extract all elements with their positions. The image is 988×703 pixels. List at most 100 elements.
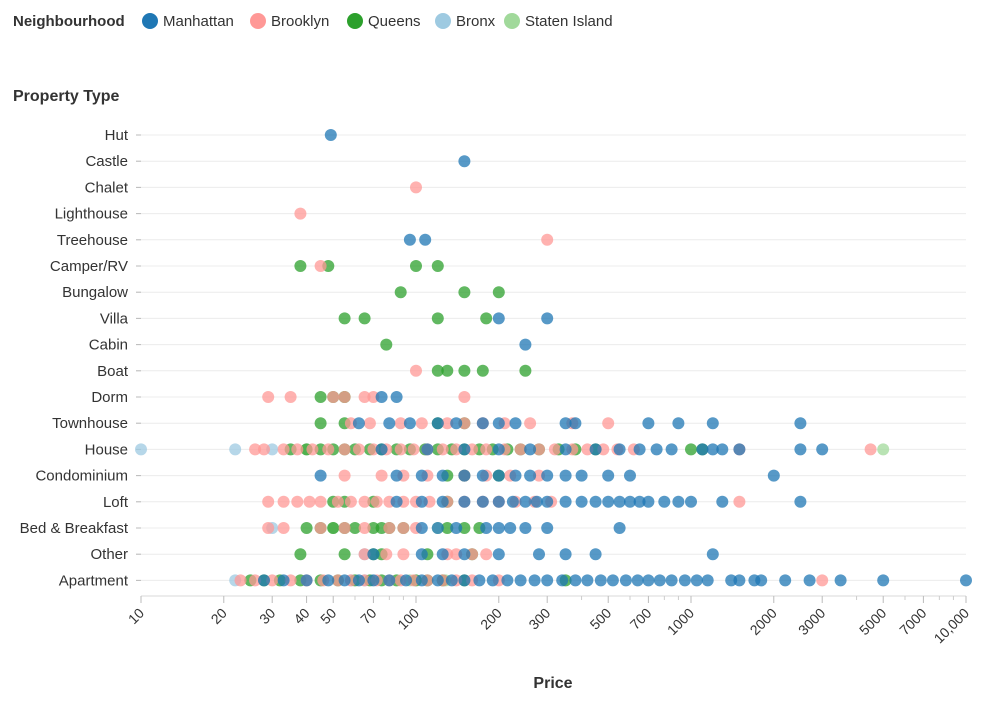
data-point: [706, 443, 719, 456]
data-point: [338, 391, 351, 403]
data-point: [300, 522, 313, 534]
data-point: [367, 548, 380, 561]
data-point: [431, 312, 444, 325]
y-tick-label: House: [85, 441, 128, 458]
data-point: [733, 574, 746, 587]
x-tick-label: 200: [477, 605, 505, 633]
data-point: [794, 495, 807, 508]
data-point: [327, 391, 340, 403]
data-point: [338, 469, 351, 482]
data-point: [431, 522, 444, 534]
data-point: [458, 522, 471, 534]
data-point: [816, 574, 829, 587]
y-tick-label: Condominium: [35, 468, 128, 485]
data-point: [324, 129, 337, 141]
data-point: [421, 443, 434, 456]
data-point: [642, 495, 655, 508]
data-point: [415, 495, 428, 508]
data-point: [291, 495, 304, 508]
y-tick-label: Castle: [85, 153, 128, 170]
data-point: [794, 443, 807, 456]
data-point: [541, 495, 554, 508]
data-point: [706, 548, 719, 561]
data-point: [358, 391, 371, 403]
data-point: [415, 574, 428, 587]
gridlines: [136, 134, 966, 581]
data-point: [492, 417, 505, 430]
data-point: [706, 417, 719, 430]
data-point: [458, 286, 471, 299]
data-point: [436, 469, 449, 482]
data-point: [358, 312, 371, 325]
data-point: [504, 522, 517, 534]
data-point: [367, 522, 380, 534]
data-point: [445, 574, 458, 587]
data-point: [473, 574, 486, 587]
data-point: [834, 574, 847, 587]
data-point: [514, 443, 527, 456]
data-point: [291, 443, 304, 456]
y-tick-label: Loft: [103, 494, 129, 511]
data-point: [415, 469, 428, 482]
x-tick-label: 2000: [747, 605, 780, 638]
x-tick-label: 40: [290, 605, 312, 627]
data-point: [367, 574, 380, 587]
y-tick-label: Townhouse: [52, 415, 128, 432]
data-point: [294, 548, 307, 561]
data-point: [530, 495, 543, 508]
data-point: [367, 391, 380, 403]
data-point: [533, 469, 545, 482]
data-point: [476, 469, 489, 482]
data-point: [262, 495, 275, 508]
x-tick-label: 500: [587, 605, 615, 633]
data-point: [672, 495, 685, 508]
data-point: [864, 443, 877, 456]
data-point: [650, 443, 663, 456]
data-point: [960, 574, 972, 587]
data-point: [431, 574, 444, 587]
legend-item: Bronx: [435, 13, 496, 30]
data-point: [803, 574, 816, 587]
data-point: [685, 443, 697, 456]
data-point: [458, 495, 471, 508]
data-point: [541, 312, 554, 325]
data-point: [338, 443, 351, 456]
data-point: [390, 469, 403, 482]
data-point: [678, 574, 691, 587]
data-point: [380, 338, 393, 351]
data-point: [519, 338, 532, 351]
data-point: [344, 495, 357, 508]
data-point: [229, 443, 242, 456]
data-point: [602, 495, 615, 508]
data-point: [370, 495, 383, 508]
data-point: [441, 364, 454, 377]
data-point: [458, 443, 471, 456]
x-tick-label: 20: [208, 605, 230, 627]
data-point: [314, 260, 327, 272]
data-point: [262, 391, 275, 403]
data-point: [352, 417, 365, 430]
legend-item: Staten Island: [504, 13, 613, 30]
data-point: [492, 443, 505, 456]
data-point: [658, 495, 671, 508]
data-point: [383, 574, 396, 587]
data-point: [624, 495, 636, 508]
x-tick-label: 10: [125, 605, 147, 627]
data-point: [436, 443, 449, 456]
x-tick-label: 50: [317, 605, 339, 627]
data-point: [458, 155, 471, 168]
data-point: [383, 417, 396, 430]
data-point: [314, 469, 327, 482]
data-point: [755, 574, 768, 587]
data-point: [322, 443, 335, 456]
x-axis-title: Price: [533, 675, 572, 692]
data-point: [725, 574, 738, 587]
data-point: [363, 417, 376, 430]
data-point: [519, 522, 532, 534]
data-point: [314, 391, 327, 403]
data-point: [277, 522, 290, 534]
data-point: [528, 574, 541, 587]
data-point: [441, 417, 454, 430]
data-point: [524, 417, 537, 430]
